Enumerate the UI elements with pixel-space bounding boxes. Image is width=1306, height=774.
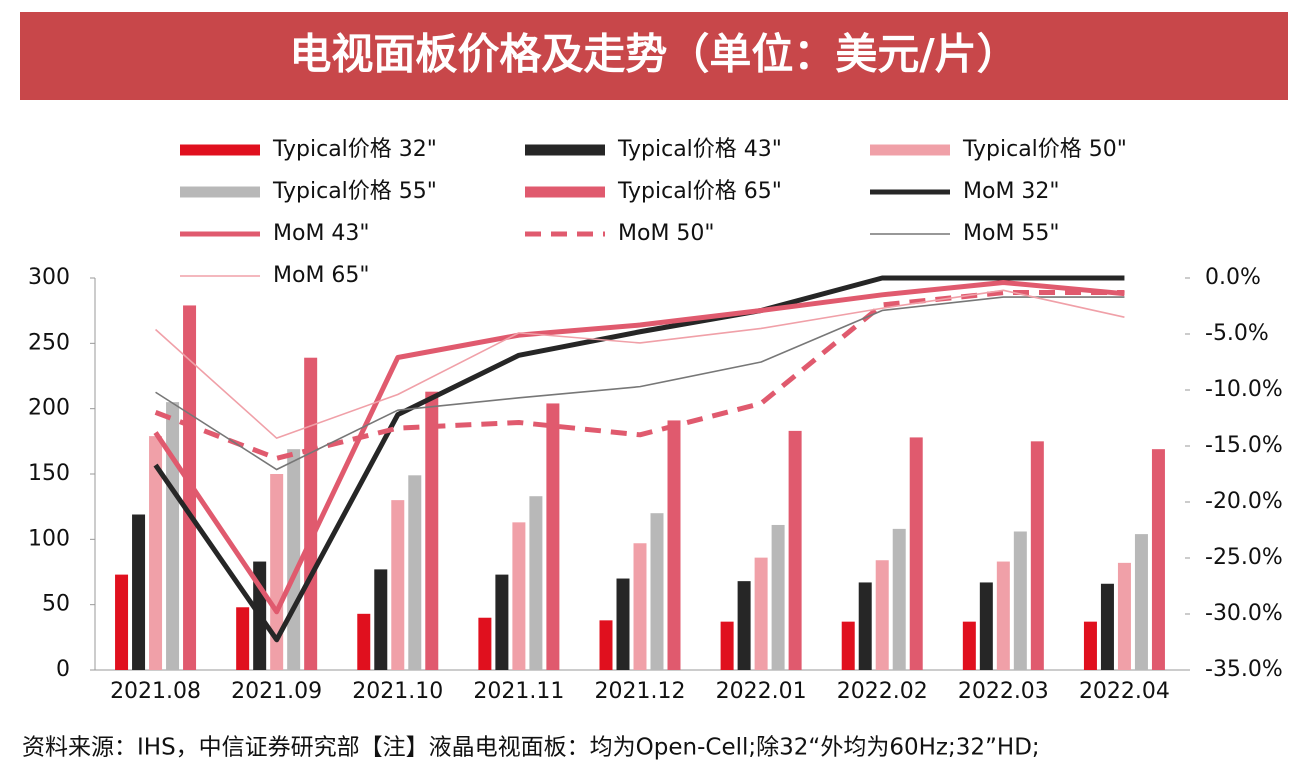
bar — [115, 574, 129, 670]
x-tick-label: 2022.01 — [716, 679, 807, 704]
bar — [875, 560, 889, 670]
bar — [1013, 531, 1027, 670]
bar — [616, 578, 630, 670]
bar — [166, 402, 180, 670]
line — [154, 290, 1125, 461]
bar — [132, 514, 146, 670]
legend-label: MoM 50" — [618, 221, 715, 246]
bar — [633, 543, 647, 670]
bar — [720, 621, 734, 670]
bar — [425, 391, 439, 670]
legend-label: MoM 43" — [273, 221, 370, 246]
bar — [495, 574, 509, 670]
y2-tick-label: -20.0% — [1205, 489, 1283, 514]
x-tick-label: 2021.09 — [231, 679, 322, 704]
y-tick-label: 150 — [28, 461, 70, 486]
bar — [546, 403, 560, 670]
y2-tick-label: -25.0% — [1205, 545, 1283, 570]
legend-label: Typical价格 65" — [617, 179, 782, 204]
y-tick-label: 200 — [28, 396, 70, 421]
line — [153, 275, 1125, 643]
bar — [667, 420, 681, 670]
line — [155, 296, 1125, 471]
x-tick-label: 2022.04 — [1079, 679, 1170, 704]
bar — [357, 613, 371, 670]
bar — [788, 430, 802, 670]
x-tick-label: 2022.02 — [837, 679, 928, 704]
legend-label: MoM 65" — [273, 263, 370, 288]
bar — [892, 528, 906, 670]
legend-label: Typical价格 32" — [272, 137, 437, 162]
legend-label: Typical价格 43" — [617, 137, 782, 162]
y-tick-label: 250 — [28, 330, 70, 355]
line — [153, 279, 1125, 615]
bar — [979, 582, 993, 670]
x-tick-label: 2021.12 — [595, 679, 686, 704]
bar — [996, 561, 1010, 670]
bar — [391, 500, 405, 670]
x-tick-label: 2021.08 — [110, 679, 201, 704]
title-banner — [20, 12, 1288, 100]
legend-label: MoM 32" — [963, 179, 1060, 204]
y2-tick-label: -10.0% — [1205, 377, 1283, 402]
y-tick-label: 300 — [28, 265, 70, 290]
y2-tick-label: -5.0% — [1205, 321, 1269, 346]
bar — [737, 581, 751, 670]
bar — [1100, 583, 1114, 670]
y2-tick-label: 0.0% — [1205, 265, 1261, 290]
y-tick-label: 50 — [42, 592, 70, 617]
bar — [287, 449, 301, 670]
bar — [374, 569, 388, 670]
x-tick-label: 2021.10 — [352, 679, 443, 704]
bar — [236, 607, 250, 670]
bar — [909, 437, 923, 670]
line — [155, 289, 1125, 439]
bar — [408, 475, 422, 670]
bar — [149, 436, 163, 670]
y-tick-label: 100 — [28, 526, 70, 551]
bar — [771, 524, 785, 670]
source-note: 资料来源：IHS，中信证券研究部【注】液晶电视面板：均为Open-Cell;除3… — [22, 735, 1040, 761]
bar — [841, 621, 855, 670]
chart-title: 电视面板价格及走势（单位：美元/片） — [289, 30, 1018, 79]
bar — [1117, 562, 1131, 670]
bar — [512, 522, 526, 670]
y2-tick-label: -15.0% — [1205, 433, 1283, 458]
bar — [478, 617, 492, 670]
y2-tick-label: -30.0% — [1205, 601, 1283, 626]
bar — [270, 474, 284, 670]
bar — [650, 513, 664, 670]
bar — [1134, 534, 1148, 670]
y-tick-label: 0 — [56, 657, 70, 682]
bar — [183, 305, 197, 670]
bar — [1151, 449, 1165, 670]
legend-label: MoM 55" — [963, 221, 1060, 246]
bar — [529, 496, 543, 670]
legend-label: Typical价格 50" — [962, 137, 1127, 162]
bar — [599, 620, 613, 670]
y2-tick-label: -35.0% — [1205, 657, 1283, 682]
x-tick-label: 2022.03 — [958, 679, 1049, 704]
bar — [962, 621, 976, 670]
bar — [858, 582, 872, 670]
x-tick-label: 2021.11 — [473, 679, 564, 704]
bar — [754, 557, 768, 670]
bar — [304, 357, 318, 670]
legend-label: Typical价格 55" — [272, 179, 437, 204]
bar — [1030, 441, 1044, 670]
bar — [1083, 621, 1097, 670]
